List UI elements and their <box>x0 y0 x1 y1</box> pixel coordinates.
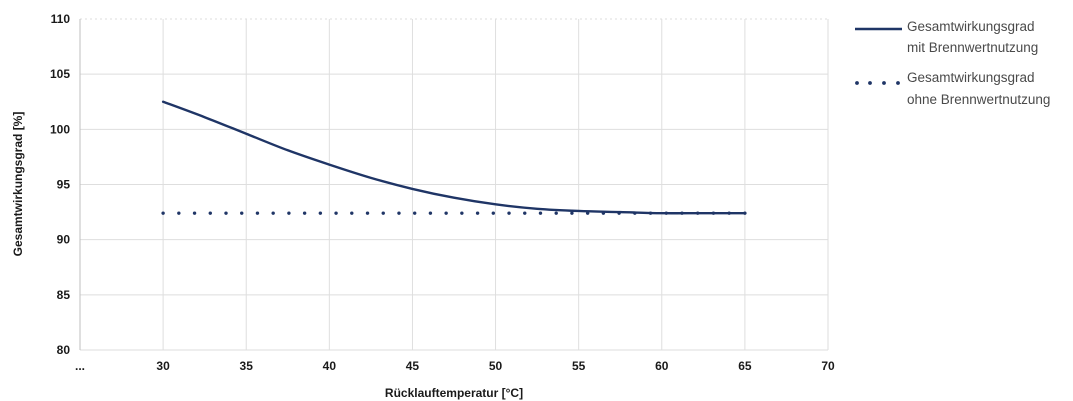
series-ohne-brennwertnutzung-point <box>601 211 606 215</box>
x-tick-label: 55 <box>572 359 586 373</box>
legend-item-ohne-brennwertnutzung: Gesamtwirkungsgrad ohne Brennwertnutzung <box>855 70 1050 107</box>
series-ohne-brennwertnutzung-point <box>397 211 401 215</box>
x-tick-label: 65 <box>738 359 752 373</box>
series-ohne-brennwertnutzung-point <box>538 211 543 215</box>
series-ohne-brennwertnutzung-point <box>585 211 590 215</box>
series-ohne-brennwertnutzung-point <box>177 211 181 215</box>
series-ohne-brennwertnutzung-point <box>318 211 323 215</box>
series-ohne-brennwertnutzung-point <box>680 211 684 215</box>
x-tick-label: 40 <box>323 359 337 373</box>
tick-labels: 80 85 90 95 100 105 110... 30 35 40 45 50 55 60 65 70 <box>50 12 835 373</box>
y-tick-label: 95 <box>57 178 71 192</box>
series-ohne-brennwertnutzung-point <box>208 211 212 215</box>
legend: Gesamtwirkungsgrad mit Brennwertnutzung … <box>855 19 1050 107</box>
legend-label-line-2: ohne Brennwertnutzung <box>907 92 1050 107</box>
series-ohne-brennwertnutzung-point <box>743 211 747 215</box>
series-ohne-brennwertnutzung-point <box>570 211 574 215</box>
y-tick-label: 105 <box>50 67 70 81</box>
y-tick-label: 90 <box>57 233 71 247</box>
legend-label-line-1: Gesamtwirkungsgrad <box>907 19 1035 34</box>
legend-label-line-1: Gesamtwirkungsgrad <box>907 70 1035 85</box>
series-ohne-brennwertnutzung-point <box>365 211 370 215</box>
x-tick-label: 45 <box>406 359 420 373</box>
series-ohne-brennwertnutzung-point <box>287 211 291 215</box>
x-tick-label: 35 <box>240 359 254 373</box>
series-ohne-brennwertnutzung-point <box>334 211 338 215</box>
y-tick-label: 110 <box>51 12 71 26</box>
series-ohne-brennwertnutzung-point <box>617 211 621 215</box>
legend-label-line-2: mit Brennwertnutzung <box>907 40 1038 55</box>
series-ohne-brennwertnutzung-point <box>350 211 354 215</box>
x-tick-label: 70 <box>821 359 835 373</box>
series-ohne-brennwertnutzung-point <box>507 211 511 215</box>
series-ohne-brennwertnutzung-point <box>460 211 464 215</box>
x-axis-title: Rücklauftemperatur [°C] <box>385 386 523 400</box>
series-ohne-brennwertnutzung-point <box>224 211 228 215</box>
legend-dot <box>896 81 900 85</box>
series-ohne-brennwertnutzung-point <box>428 211 433 215</box>
series-ohne-brennwertnutzung-point <box>381 211 385 215</box>
series-layer <box>161 100 747 215</box>
series-ohne-brennwertnutzung-point <box>727 211 731 215</box>
series-ohne-brennwertnutzung-point <box>711 211 716 215</box>
series-ohne-brennwertnutzung-point <box>554 211 558 215</box>
series-ohne-brennwertnutzung-point <box>302 211 307 215</box>
y-tick-label: 80 <box>57 343 71 357</box>
legend-dot <box>868 81 872 85</box>
x-tick-label: 30 <box>156 359 170 373</box>
series-ohne-brennwertnutzung-point <box>633 211 637 215</box>
series-ohne-brennwertnutzung-point <box>192 211 197 215</box>
legend-dot <box>882 81 886 85</box>
series-ohne-brennwertnutzung-point <box>696 211 700 215</box>
y-tick-label: 85 <box>57 288 71 302</box>
x-tick-label: ... <box>75 359 85 373</box>
series-ohne-brennwertnutzung-point <box>271 211 275 215</box>
series-ohne-brennwertnutzung-point <box>444 211 448 215</box>
grid <box>79 18 829 351</box>
legend-dot <box>855 81 859 85</box>
y-axis-title: Gesamtwirkungsgrad [%] <box>11 112 25 257</box>
series-ohne-brennwertnutzung-point <box>664 211 668 215</box>
x-tick-label: 60 <box>655 359 669 373</box>
series-mit-brennwertnutzung-line <box>161 100 747 215</box>
series-ohne-brennwertnutzung-point <box>255 211 260 215</box>
series-ohne-brennwertnutzung-point <box>161 211 165 215</box>
legend-swatch-dotted <box>855 81 900 85</box>
series-ohne-brennwertnutzung-point <box>523 211 527 215</box>
y-tick-label: 100 <box>50 122 70 136</box>
x-tick-label: 50 <box>489 359 503 373</box>
legend-item-mit-brennwertnutzung: Gesamtwirkungsgrad mit Brennwertnutzung <box>855 19 1038 55</box>
series-ohne-brennwertnutzung-point <box>240 211 244 215</box>
series-ohne-brennwertnutzung-point <box>412 211 417 215</box>
series-ohne-brennwertnutzung-point <box>491 211 496 215</box>
series-ohne-brennwertnutzung-point <box>648 211 653 215</box>
series-ohne-brennwertnutzung-point <box>475 211 480 215</box>
